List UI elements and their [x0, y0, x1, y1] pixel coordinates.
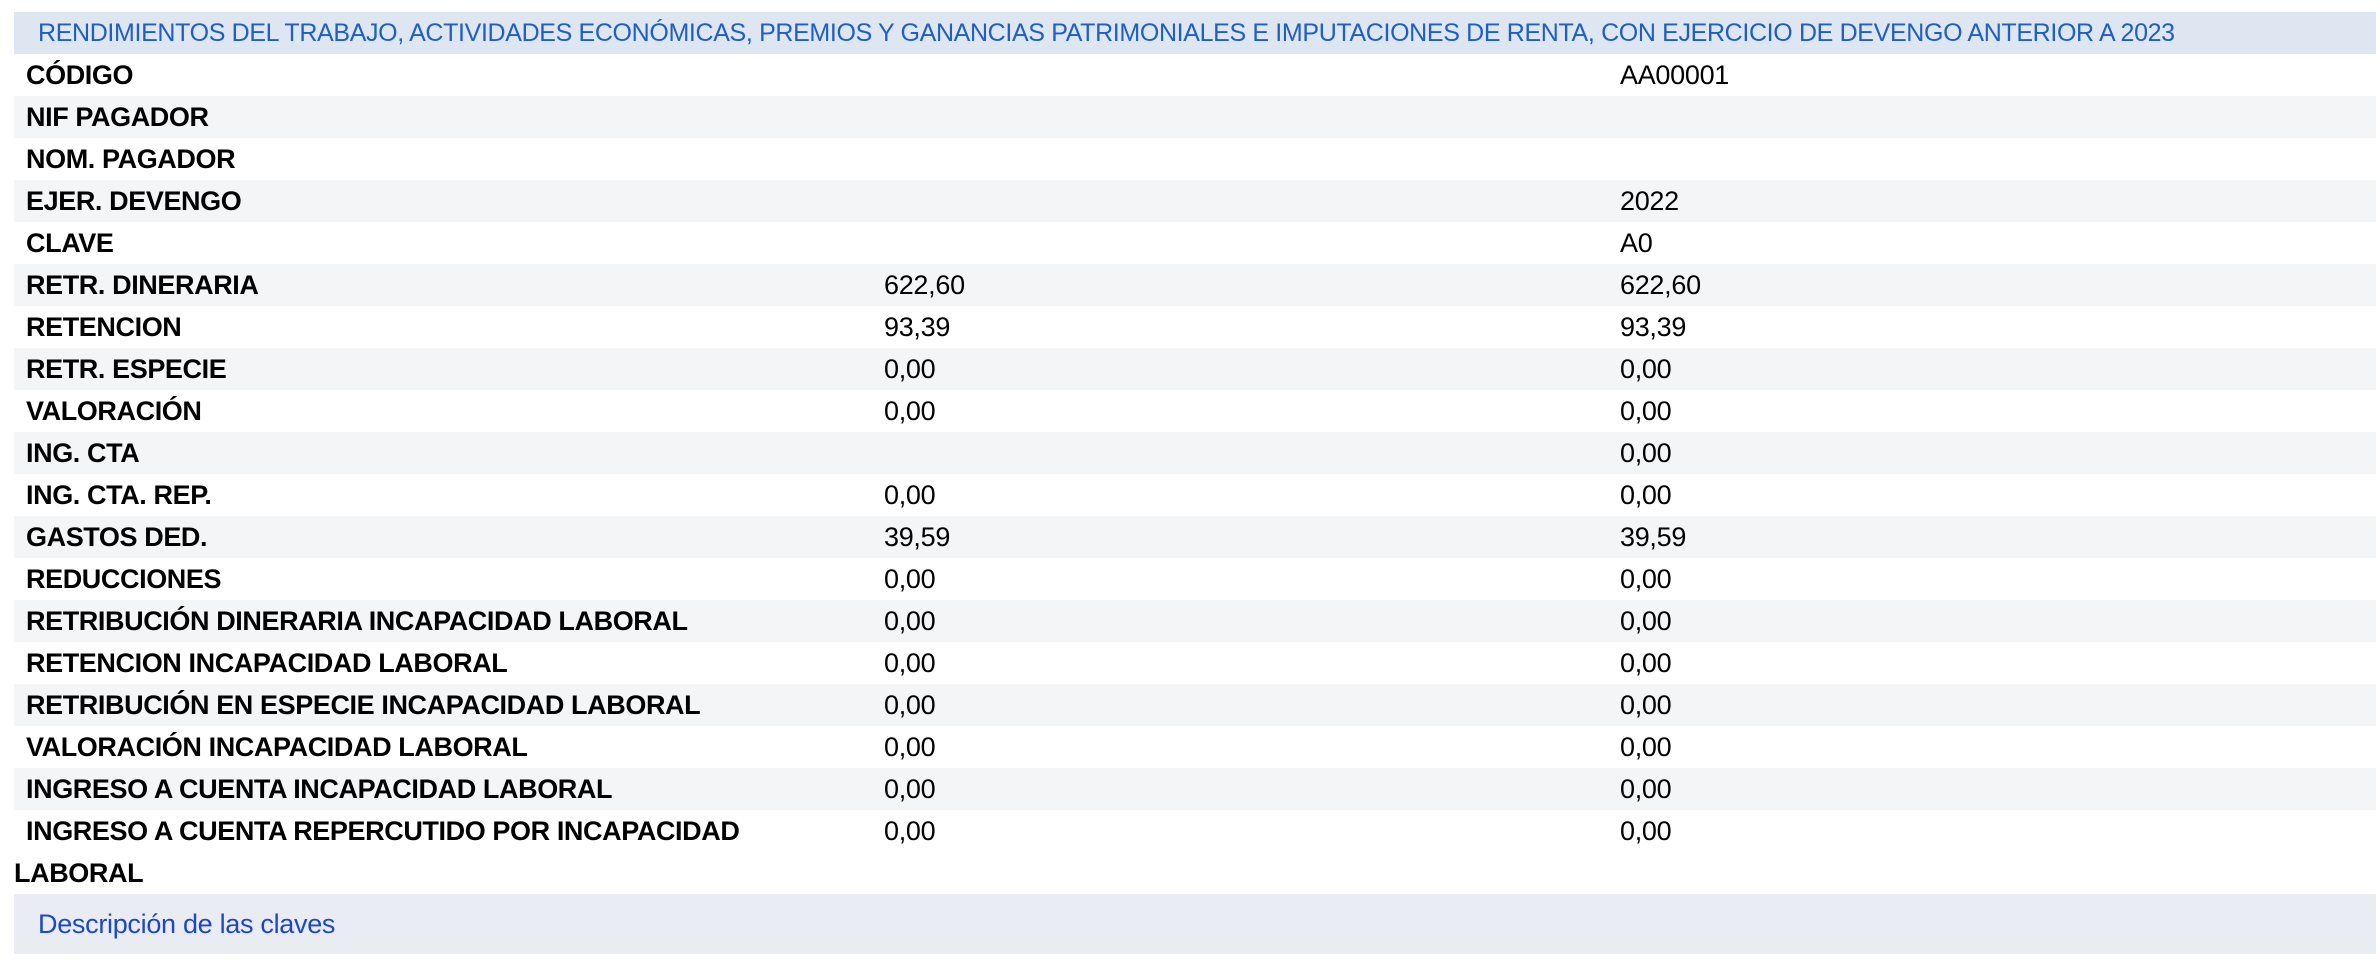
row-label: RETR. ESPECIE — [14, 348, 884, 390]
row-value-2: 0,00 — [1620, 390, 2376, 432]
row-value-2: 93,39 — [1620, 306, 2376, 348]
row-value-1: 622,60 — [884, 264, 1620, 306]
row-value-1: 0,00 — [884, 684, 1620, 726]
table-row: CLAVE A0 — [14, 222, 2376, 264]
table-row: NOM. PAGADOR — [14, 138, 2376, 180]
row-value-2: 0,00 — [1620, 600, 2376, 642]
row-label: EJER. DEVENGO — [14, 180, 884, 222]
row-label-line-1: INGRESO A CUENTA REPERCUTIDO POR INCAPAC… — [26, 816, 740, 846]
table-row: VALORACIÓN 0,00 0,00 — [14, 390, 2376, 432]
row-value-1: 0,00 — [884, 558, 1620, 600]
row-label: REDUCCIONES — [14, 558, 884, 600]
row-label: ING. CTA — [14, 432, 884, 474]
row-label: INGRESO A CUENTA INCAPACIDAD LABORAL — [14, 768, 884, 810]
panel-title: RENDIMIENTOS DEL TRABAJO, ACTIVIDADES EC… — [38, 18, 2175, 47]
claves-description-link[interactable]: Descripción de las claves — [38, 908, 336, 939]
row-label: RETRIBUCIÓN DINERARIA INCAPACIDAD LABORA… — [14, 600, 884, 642]
row-label: RETENCION INCAPACIDAD LABORAL — [14, 642, 884, 684]
row-value-1 — [884, 54, 1620, 96]
row-value-1: 39,59 — [884, 516, 1620, 558]
row-value-2: 0,00 — [1620, 558, 2376, 600]
row-value-2: 0,00 — [1620, 642, 2376, 684]
row-label: NOM. PAGADOR — [14, 138, 884, 180]
table-row: ING. CTA. REP. 0,00 0,00 — [14, 474, 2376, 516]
row-label: RETR. DINERARIA — [14, 264, 884, 306]
row-value-1 — [884, 180, 1620, 222]
table-row: RETENCION 93,39 93,39 — [14, 306, 2376, 348]
row-value-2: 0,00 — [1620, 726, 2376, 768]
table-row: ING. CTA 0,00 — [14, 432, 2376, 474]
row-value-1: 0,00 — [884, 642, 1620, 684]
row-label: ING. CTA. REP. — [14, 474, 884, 516]
footer-bar: Descripción de las claves — [14, 894, 2376, 954]
row-value-1: 0,00 — [884, 348, 1620, 390]
row-value-1: 0,00 — [884, 390, 1620, 432]
row-value-1: 0,00 — [884, 768, 1620, 810]
table-row: RETENCION INCAPACIDAD LABORAL 0,00 0,00 — [14, 642, 2376, 684]
table-row: RETRIBUCIÓN DINERARIA INCAPACIDAD LABORA… — [14, 600, 2376, 642]
row-value-2: 39,59 — [1620, 516, 2376, 558]
row-value-2: 2022 — [1620, 180, 2376, 222]
rendimientos-table: CÓDIGO AA00001 NIF PAGADOR NOM. PAGADOR … — [14, 54, 2376, 894]
row-value-2: 0,00 — [1620, 474, 2376, 516]
row-value-2 — [1620, 138, 2376, 180]
row-value-2: 0,00 — [1620, 432, 2376, 474]
row-value-2 — [1620, 96, 2376, 138]
row-value-1: 0,00 — [884, 726, 1620, 768]
row-value-1: 0,00 — [884, 600, 1620, 642]
row-label-text: INGRESO A CUENTA REPERCUTIDO POR INCAPAC… — [14, 810, 884, 894]
row-label: GASTOS DED. — [14, 516, 884, 558]
row-value-2: 0,00 — [1620, 810, 2376, 894]
table-row: VALORACIÓN INCAPACIDAD LABORAL 0,00 0,00 — [14, 726, 2376, 768]
row-value-2: A0 — [1620, 222, 2376, 264]
table-row: CÓDIGO AA00001 — [14, 54, 2376, 96]
row-value-1 — [884, 138, 1620, 180]
row-value-1 — [884, 432, 1620, 474]
table-row: INGRESO A CUENTA INCAPACIDAD LABORAL 0,0… — [14, 768, 2376, 810]
row-value-1: 0,00 — [884, 474, 1620, 516]
rendimientos-panel: RENDIMIENTOS DEL TRABAJO, ACTIVIDADES EC… — [14, 12, 2376, 954]
row-value-2: AA00001 — [1620, 54, 2376, 96]
table-row: GASTOS DED. 39,59 39,59 — [14, 516, 2376, 558]
row-label: VALORACIÓN INCAPACIDAD LABORAL — [14, 726, 884, 768]
row-label: NIF PAGADOR — [14, 96, 884, 138]
row-label: INGRESO A CUENTA REPERCUTIDO POR INCAPAC… — [14, 810, 884, 894]
row-label: VALORACIÓN — [14, 390, 884, 432]
table-row: NIF PAGADOR — [14, 96, 2376, 138]
row-label: RETENCION — [14, 306, 884, 348]
row-value-2: 0,00 — [1620, 684, 2376, 726]
table-row: RETR. ESPECIE 0,00 0,00 — [14, 348, 2376, 390]
row-value-1 — [884, 222, 1620, 264]
table-row: EJER. DEVENGO 2022 — [14, 180, 2376, 222]
table-row: RETR. DINERARIA 622,60 622,60 — [14, 264, 2376, 306]
row-value-1: 93,39 — [884, 306, 1620, 348]
row-label: CLAVE — [14, 222, 884, 264]
row-value-2: 0,00 — [1620, 768, 2376, 810]
row-label: RETRIBUCIÓN EN ESPECIE INCAPACIDAD LABOR… — [14, 684, 884, 726]
panel-title-bar: RENDIMIENTOS DEL TRABAJO, ACTIVIDADES EC… — [14, 12, 2376, 54]
row-value-1: 0,00 — [884, 810, 1620, 894]
table-row: INGRESO A CUENTA REPERCUTIDO POR INCAPAC… — [14, 810, 2376, 894]
row-value-1 — [884, 96, 1620, 138]
row-value-2: 622,60 — [1620, 264, 2376, 306]
row-label-line-2: LABORAL — [14, 858, 144, 888]
row-value-2: 0,00 — [1620, 348, 2376, 390]
table-row: REDUCCIONES 0,00 0,00 — [14, 558, 2376, 600]
table-row: RETRIBUCIÓN EN ESPECIE INCAPACIDAD LABOR… — [14, 684, 2376, 726]
row-label: CÓDIGO — [14, 54, 884, 96]
